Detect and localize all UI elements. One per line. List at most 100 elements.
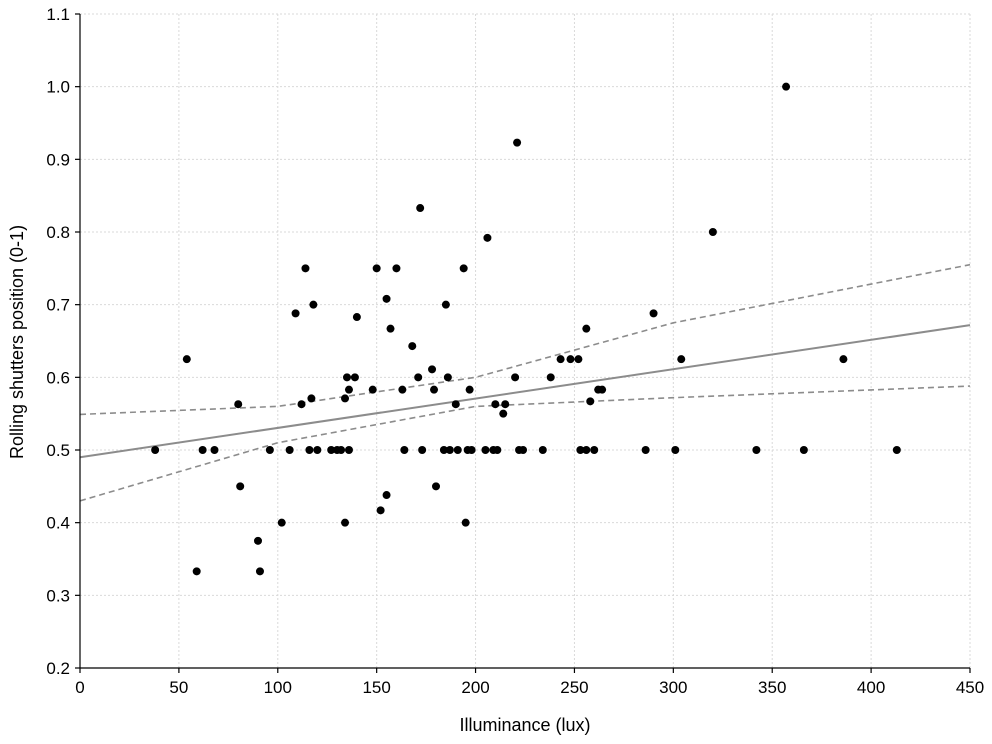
y-tick-label: 0.7: [46, 296, 70, 315]
data-point: [441, 300, 450, 309]
data-point: [752, 446, 761, 454]
data-point: [443, 373, 452, 382]
x-tick-label: 250: [560, 678, 588, 697]
data-point: [352, 313, 361, 322]
data-point: [782, 82, 791, 91]
x-tick-label: 400: [857, 678, 885, 697]
regression-line: [79, 324, 971, 459]
data-point: [350, 373, 359, 382]
x-tick-label: 450: [956, 678, 984, 697]
confidence-band: [79, 263, 971, 502]
data-point: [493, 446, 502, 454]
data-point: [327, 446, 336, 454]
data-point: [451, 400, 460, 409]
data-point: [483, 233, 492, 242]
data-point: [372, 264, 381, 273]
data-point: [453, 446, 462, 454]
data-point: [198, 446, 207, 454]
data-point: [265, 446, 274, 454]
data-point: [382, 294, 391, 303]
data-point: [307, 394, 316, 403]
data-point: [344, 446, 353, 454]
data-point: [151, 446, 160, 454]
data-points: [151, 82, 901, 576]
data-point: [418, 446, 427, 454]
x-tick-label: 200: [461, 678, 489, 697]
data-point: [337, 446, 346, 454]
data-point: [313, 446, 322, 454]
data-point: [892, 446, 901, 454]
data-point: [598, 385, 607, 394]
data-point: [467, 446, 476, 454]
data-point: [708, 228, 717, 236]
data-point: [501, 400, 510, 409]
data-point: [305, 446, 314, 454]
y-axis-title: Rolling shutters position (0-1): [7, 225, 27, 459]
x-tick-label: 100: [264, 678, 292, 697]
data-point: [465, 385, 474, 394]
data-point: [291, 309, 300, 318]
x-axis-title: Illuminance (lux): [459, 715, 590, 735]
y-tick-label: 0.8: [46, 223, 70, 242]
data-point: [576, 446, 585, 454]
data-point: [586, 397, 595, 406]
data-point: [416, 204, 425, 213]
y-tick-label: 0.9: [46, 150, 70, 169]
data-point: [546, 373, 555, 382]
y-tick-label: 0.2: [46, 659, 70, 678]
data-point: [499, 409, 508, 418]
data-point: [277, 518, 286, 527]
data-point: [459, 264, 468, 273]
x-tick-label: 150: [362, 678, 390, 697]
data-point: [649, 309, 658, 318]
data-point: [285, 446, 294, 454]
data-point: [513, 138, 522, 147]
data-point: [519, 446, 528, 454]
data-point: [255, 567, 264, 576]
data-point: [254, 536, 262, 545]
data-point: [582, 324, 591, 333]
data-point: [382, 491, 391, 500]
data-point: [398, 385, 407, 394]
data-point: [343, 373, 351, 382]
data-point: [368, 385, 377, 394]
x-tick-label: 350: [758, 678, 786, 697]
y-tick-label: 1.1: [46, 5, 70, 24]
data-point: [538, 446, 547, 454]
data-point: [236, 482, 245, 491]
confidence-band-upper: [79, 263, 971, 416]
data-point: [376, 506, 385, 515]
data-point: [566, 355, 575, 364]
axes: 0 50 100 150 200 250 300 350 400 450 0.2 0.3 0.4 0.5 0…: [46, 5, 984, 697]
data-point: [301, 264, 310, 273]
data-point: [192, 567, 201, 576]
data-point: [414, 373, 423, 382]
y-tick-label: 0.3: [46, 586, 70, 605]
data-point: [461, 518, 470, 527]
data-point: [341, 394, 350, 403]
x-tick-label: 300: [659, 678, 687, 697]
y-tick-label: 0.4: [46, 514, 70, 533]
x-tick-label: 0: [75, 678, 84, 697]
data-point: [234, 400, 243, 409]
data-point: [309, 300, 318, 309]
regression-fit-line: [79, 324, 971, 459]
data-point: [439, 446, 448, 454]
data-point: [400, 446, 409, 454]
data-point: [297, 400, 306, 409]
data-point: [641, 446, 650, 454]
data-point: [344, 385, 353, 394]
data-point: [182, 355, 191, 364]
confidence-band-lower: [79, 385, 971, 502]
data-point: [582, 446, 591, 454]
data-point: [839, 355, 848, 364]
data-point: [445, 446, 454, 454]
grid: [80, 13, 971, 668]
data-point: [386, 324, 395, 333]
x-tick-label: 50: [169, 678, 188, 697]
data-point: [671, 446, 680, 454]
data-point: [392, 264, 401, 273]
data-point: [799, 446, 808, 454]
data-point: [408, 342, 417, 351]
